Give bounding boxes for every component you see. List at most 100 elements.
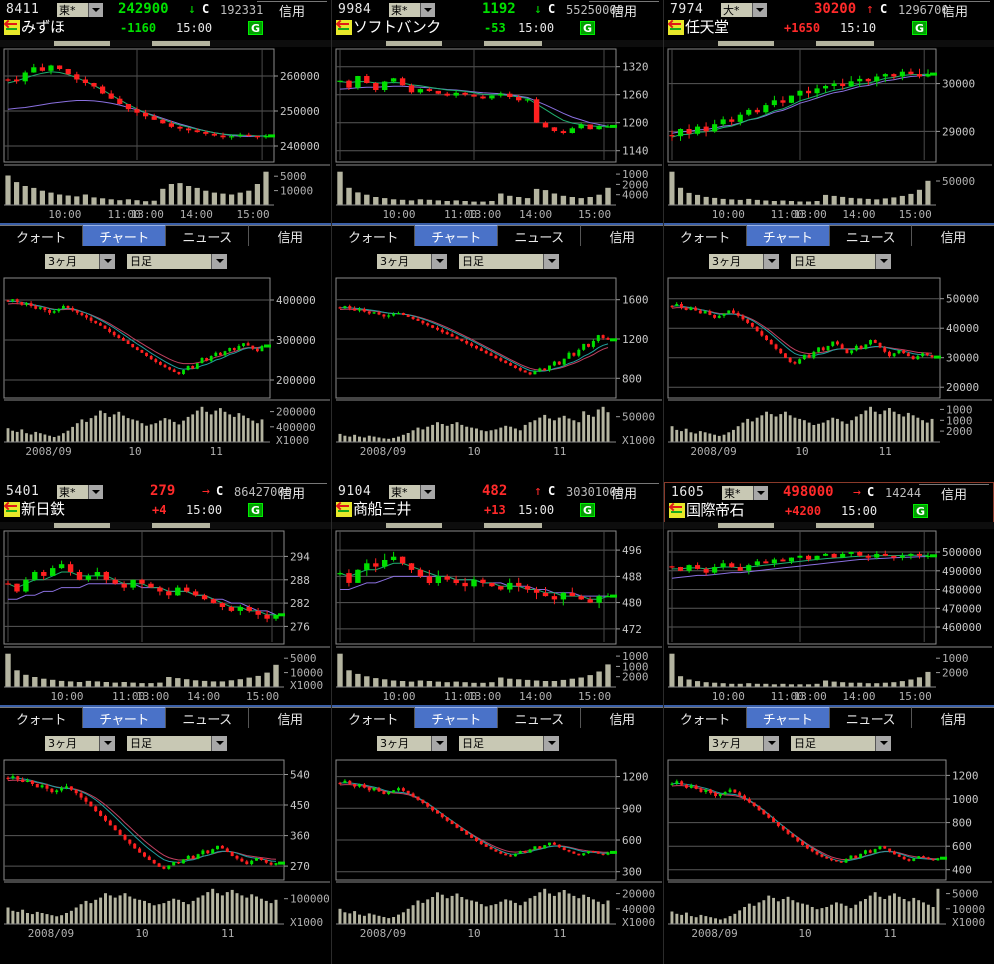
tab-1[interactable]: チャート [415,225,498,246]
chevron-down-icon[interactable] [543,735,559,751]
intraday-chart[interactable]: 30000 29000 50000 10:00 11:00 13:00 14:00 15:00 [664,47,994,223]
period-select[interactable]: 3ヶ月 [708,252,780,270]
market-select[interactable]: 東* [388,484,436,500]
market-select[interactable]: 大* [720,2,768,18]
svg-text:50000: 50000 [622,411,655,424]
svg-text:10:00: 10:00 [382,690,415,703]
interval-select[interactable]: 日足 [458,734,560,752]
tab-0[interactable]: クォート [0,225,83,246]
tab-0[interactable]: クォート [664,707,747,728]
daily-chart[interactable]: 1200 1000 800 600 400 10000 5000 X1000 2008/09 10… [664,758,994,944]
credit-button[interactable]: 信用 [589,1,659,20]
stock-code: 1605 [671,485,705,500]
svg-text:13:00: 13:00 [794,690,827,703]
market-select[interactable]: 東* [56,2,104,18]
tab-1[interactable]: チャート [746,707,830,728]
chevron-down-icon[interactable] [99,253,115,269]
tab-3[interactable]: 信用 [249,225,331,246]
intraday-chart[interactable]: 1320 1260 1200 1140 4000 2000 1000 10:00 11:00 13… [332,47,663,223]
tab-2[interactable]: ニュース [166,225,249,246]
daily-chart[interactable]: 1200 900 600 300 40000 20000 X1000 2008/09 10 11 [332,758,663,944]
period-select[interactable]: 3ヶ月 [708,734,780,752]
daily-chart[interactable]: 540 450 360 270 100000 X1000 2008/09 10 11 [0,758,331,944]
svg-text:250000: 250000 [280,105,320,118]
tab-2[interactable]: ニュース [829,707,913,728]
chevron-down-icon[interactable] [88,3,103,17]
swap-arrows-icon[interactable] [336,501,352,517]
chevron-down-icon[interactable] [431,253,447,269]
tab-3[interactable]: 信用 [912,707,994,728]
chevron-down-icon[interactable] [752,3,767,17]
chevron-down-icon[interactable] [875,735,891,751]
g-badge: G [248,21,263,35]
svg-text:2008/09: 2008/09 [360,927,406,940]
period-select[interactable]: 3ヶ月 [44,734,116,752]
chevron-down-icon[interactable] [99,735,115,751]
credit-button[interactable]: 信用 [589,483,659,502]
chevron-down-icon[interactable] [88,485,103,499]
tab-1[interactable]: チャート [415,707,498,728]
chevron-down-icon[interactable] [211,253,227,269]
swap-arrows-icon[interactable] [336,19,352,35]
credit-button[interactable]: 信用 [257,483,327,502]
chevron-down-icon[interactable] [211,735,227,751]
swap-arrows-icon[interactable] [668,19,684,35]
svg-text:10: 10 [795,445,808,458]
tab-2[interactable]: ニュース [498,225,581,246]
intraday-chart[interactable]: 496 488 480 472 2000 1000 1000 10:00 11:00 13:00 1… [332,529,663,705]
svg-text:10000: 10000 [952,903,985,916]
tab-0[interactable]: クォート [332,707,415,728]
swap-arrows-icon[interactable] [669,502,685,518]
stock-name-row: ソフトバンク [336,19,441,35]
interval-select[interactable]: 日足 [126,252,228,270]
interval-select[interactable]: 日足 [790,252,892,270]
tab-2[interactable]: ニュース [166,707,249,728]
market-select[interactable]: 東* [56,484,104,500]
svg-text:1200: 1200 [622,771,649,784]
svg-text:11: 11 [553,445,566,458]
tab-3[interactable]: 信用 [912,225,994,246]
tab-1[interactable]: チャート [83,225,166,246]
chevron-down-icon[interactable] [431,735,447,751]
tab-1[interactable]: チャート [746,225,830,246]
chevron-down-icon[interactable] [543,253,559,269]
svg-text:2000: 2000 [942,667,969,680]
intraday-chart[interactable]: 260000 250000 240000 10000 5000 10:00 11:00 13:… [0,47,331,223]
tab-0[interactable]: クォート [664,225,747,246]
swap-arrows-icon[interactable] [4,19,20,35]
intraday-chart[interactable]: 500000 490000 480000 470000 460000 2000 1000 10… [664,529,994,705]
swap-arrows-icon[interactable] [4,501,20,517]
interval-select[interactable]: 日足 [458,252,560,270]
tab-1[interactable]: チャート [83,707,166,728]
svg-text:30000: 30000 [946,352,979,365]
chevron-down-icon[interactable] [875,253,891,269]
tab-2[interactable]: ニュース [498,707,581,728]
chart-controls: 3ヶ月 日足 [0,246,331,276]
interval-select[interactable]: 日足 [790,734,892,752]
market-select[interactable]: 東* [388,2,436,18]
chevron-down-icon[interactable] [420,485,435,499]
period-select[interactable]: 3ヶ月 [376,252,448,270]
chevron-down-icon[interactable] [763,735,779,751]
svg-text:1000: 1000 [952,793,979,806]
chevron-down-icon[interactable] [420,3,435,17]
intraday-chart[interactable]: 294 288 282 276 10000 5000 X1000 10:00 11:00 13:0… [0,529,331,705]
chevron-down-icon[interactable] [753,486,768,500]
tab-3[interactable]: 信用 [581,225,663,246]
credit-button[interactable]: 信用 [920,1,990,20]
daily-chart[interactable]: 50000 40000 30000 20000 2000 1000 1000 2008/09 1… [664,276,994,462]
tab-0[interactable]: クォート [0,707,83,728]
tab-3[interactable]: 信用 [249,707,331,728]
daily-chart[interactable]: 1600 1200 800 50000 X1000 2008/09 10 11 [332,276,663,462]
period-select[interactable]: 3ヶ月 [44,252,116,270]
chevron-down-icon[interactable] [763,253,779,269]
credit-button[interactable]: 信用 [919,484,989,503]
market-select[interactable]: 東* [721,485,769,501]
credit-button[interactable]: 信用 [257,1,327,20]
tab-0[interactable]: クォート [332,225,415,246]
tab-3[interactable]: 信用 [581,707,663,728]
daily-chart[interactable]: 400000 300000 200000 400000 200000 X1000 2008/… [0,276,331,462]
interval-select[interactable]: 日足 [126,734,228,752]
period-select[interactable]: 3ヶ月 [376,734,448,752]
tab-2[interactable]: ニュース [829,225,913,246]
